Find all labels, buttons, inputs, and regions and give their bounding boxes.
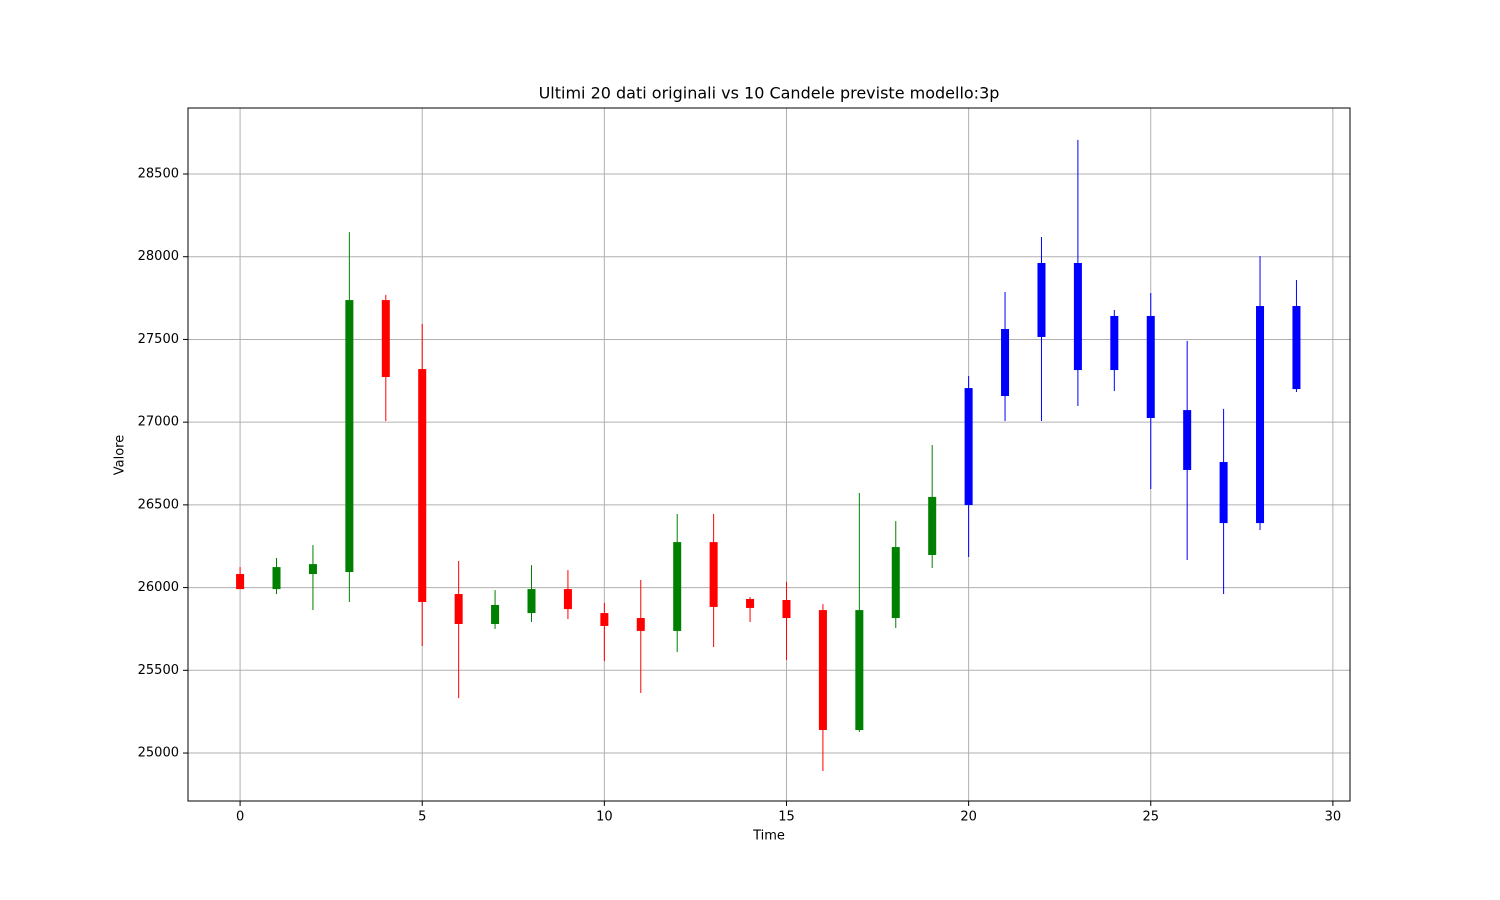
- candle-body: [1110, 315, 1119, 371]
- x-tick-label: 10: [596, 810, 613, 825]
- candle-body: [1219, 462, 1228, 524]
- candle-body: [308, 564, 317, 575]
- candle-body: [964, 388, 973, 506]
- candle-body: [1292, 306, 1301, 390]
- candle-body: [636, 618, 645, 631]
- candle-body: [527, 589, 536, 614]
- x-tick-label: 25: [1142, 810, 1159, 825]
- candle-body: [891, 547, 900, 619]
- plot-frame: [187, 107, 1351, 802]
- y-tick-label: 25000: [138, 746, 179, 761]
- candle-body: [818, 610, 827, 731]
- y-tick-label: 28000: [138, 249, 179, 264]
- candle-body: [418, 369, 427, 602]
- y-tick-label: 27500: [138, 332, 179, 347]
- candle-body: [491, 604, 500, 624]
- candle-body: [1037, 263, 1046, 337]
- x-tick-label: 5: [418, 810, 426, 825]
- candle-body: [1073, 263, 1082, 371]
- x-tick-label: 20: [960, 810, 977, 825]
- x-axis-label: Time: [752, 829, 785, 844]
- candle-body: [709, 542, 718, 607]
- y-tick-label: 25500: [138, 663, 179, 678]
- y-tick-label: 26500: [138, 497, 179, 512]
- candle-body: [782, 599, 791, 619]
- x-tick-label: 0: [236, 810, 244, 825]
- candle-body: [345, 300, 354, 573]
- y-axis-label: Valore: [113, 435, 128, 475]
- candle-body: [673, 542, 682, 631]
- candle-body: [381, 300, 390, 377]
- candle-body: [1256, 306, 1265, 524]
- candle-body: [236, 574, 245, 590]
- candle-body: [1146, 315, 1155, 419]
- y-tick-label: 28500: [138, 167, 179, 182]
- x-tick-label: 15: [778, 810, 795, 825]
- y-tick-label: 26000: [138, 580, 179, 595]
- candle-body: [1183, 410, 1192, 470]
- candle-body: [600, 613, 609, 626]
- candle-body: [563, 589, 572, 610]
- candle-body: [272, 567, 281, 590]
- chart-title: Ultimi 20 dati originali vs 10 Candele p…: [539, 84, 1000, 103]
- candle-body: [1001, 329, 1010, 397]
- candle-body: [855, 610, 864, 731]
- candle-body: [454, 594, 463, 624]
- candle-body: [746, 599, 755, 608]
- y-tick-label: 27000: [138, 415, 179, 430]
- x-tick-label: 30: [1325, 810, 1342, 825]
- candle-body: [928, 496, 937, 556]
